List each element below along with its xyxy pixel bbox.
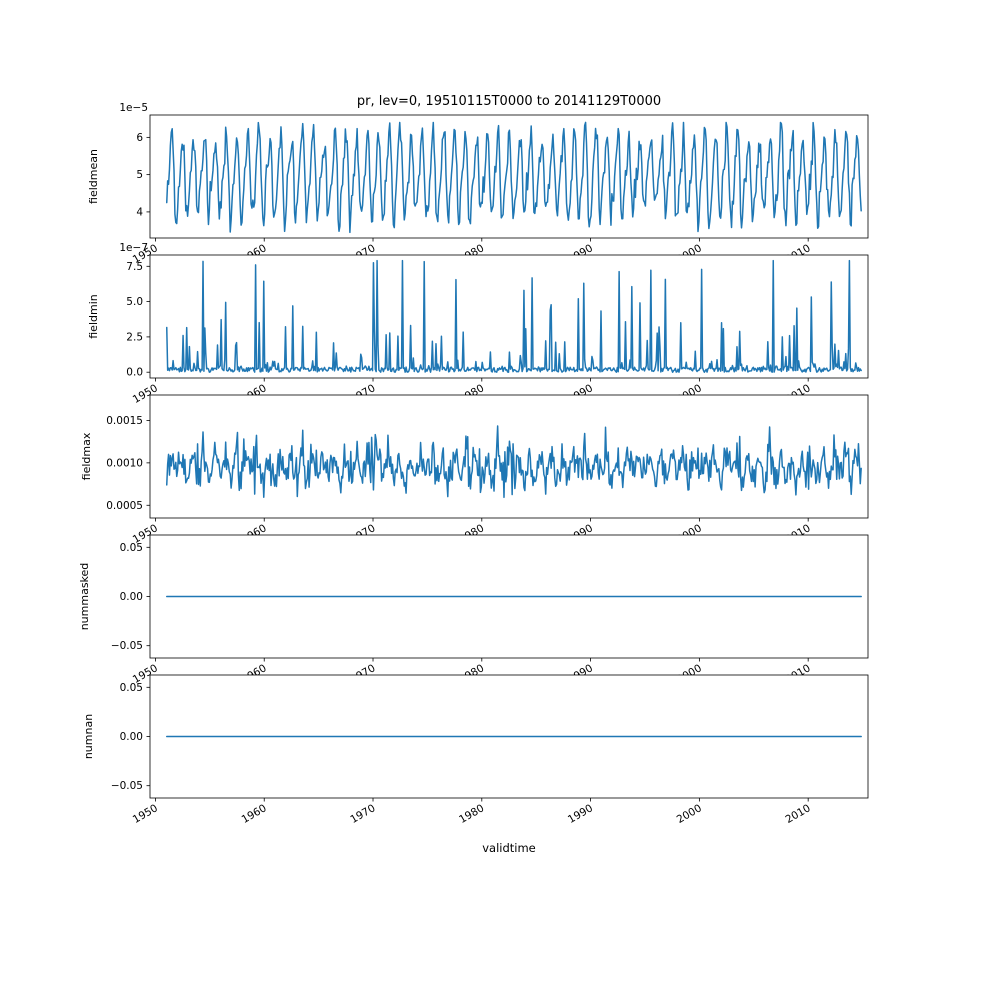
x-tick-label: 2000 — [675, 522, 704, 546]
x-tick-label: 1970 — [348, 242, 377, 266]
y-offset-text: 1e−7 — [119, 242, 148, 254]
x-tick-label: 1990 — [566, 382, 595, 406]
x-tick-label: 1960 — [240, 662, 269, 686]
x-tick-label: 1960 — [240, 522, 269, 546]
y-tick-label: 0.0010 — [106, 457, 143, 469]
y-tick-label: 6 — [136, 132, 143, 144]
x-tick-label: 1980 — [457, 662, 486, 686]
y-tick-label: −0.05 — [111, 780, 143, 792]
y-tick-labels: 4 5 6 — [136, 132, 150, 218]
x-tick-label: 2010 — [784, 662, 813, 686]
x-tick-label: 1950 — [131, 522, 160, 546]
axes-spines — [149, 674, 869, 799]
y-tick-labels: 0.0005 0.0010 0.0015 — [106, 415, 150, 512]
x-tick-label: 2000 — [675, 662, 704, 686]
y-tick-label: 5.0 — [126, 296, 143, 308]
y-tick-label: 0.05 — [120, 542, 143, 554]
x-tick-label: 1990 — [566, 662, 595, 686]
x-tick-label: 1980 — [457, 242, 486, 266]
y-axis-title-fieldmin: fieldmin — [87, 294, 100, 339]
data-line-fieldmean — [166, 121, 862, 234]
axes-background — [150, 255, 868, 378]
x-tick-labels: 1950 1960 1970 1980 1990 2000 2010 — [131, 658, 813, 686]
y-tick-labels: −0.05 0.00 0.05 — [111, 682, 150, 792]
x-tick-label: 2010 — [784, 802, 813, 826]
x-tick-label: 2000 — [675, 242, 704, 266]
x-tick-labels: 1950 1960 1970 1980 1990 2000 2010 — [131, 378, 813, 406]
y-tick-label: 2.5 — [126, 331, 143, 343]
x-tick-labels: 1950 1960 1970 1980 1990 2000 2010 — [131, 238, 813, 266]
x-tick-labels: 1950 1960 1970 1980 1990 2000 2010 — [131, 798, 813, 826]
axes-spines — [149, 534, 869, 659]
x-tick-label: 1950 — [131, 662, 160, 686]
axes-background — [150, 115, 868, 238]
y-tick-label: 0.05 — [120, 682, 143, 694]
y-tick-labels: 0.0 2.5 5.0 7.5 — [126, 261, 150, 379]
axes-background — [150, 675, 868, 798]
axes-background — [150, 535, 868, 658]
y-offset-text: 1e−5 — [119, 102, 148, 114]
x-tick-label: 1980 — [457, 382, 486, 406]
y-tick-label: 0.0015 — [106, 415, 143, 427]
x-tick-label: 1960 — [240, 242, 269, 266]
axes-background — [150, 395, 868, 518]
y-tick-label: 4 — [136, 206, 143, 218]
data-line-fieldmax — [166, 425, 862, 499]
x-tick-label: 1950 — [131, 242, 160, 266]
x-tick-label: 2010 — [784, 382, 813, 406]
chart-title: pr, lev=0, 19510115T0000 to 20141129T000… — [356, 94, 662, 109]
x-axis-label: validtime — [482, 841, 536, 855]
y-tick-labels: −0.05 0.00 0.05 — [111, 542, 150, 652]
y-tick-label: 0.00 — [120, 591, 143, 603]
x-tick-label: 2000 — [675, 382, 704, 406]
x-tick-label: 1960 — [240, 802, 269, 826]
y-tick-label: 7.5 — [126, 261, 143, 273]
y-tick-label: 0.0 — [126, 367, 143, 379]
axes-spines — [149, 254, 869, 379]
x-tick-label: 1980 — [457, 802, 486, 826]
x-tick-label: 1950 — [131, 802, 160, 826]
y-axis-title-fieldmean: fieldmean — [87, 149, 100, 204]
y-tick-label: −0.05 — [111, 640, 143, 652]
x-tick-labels: 1950 1960 1970 1980 1990 2000 2010 — [131, 518, 813, 546]
y-axis-title-nummasked: nummasked — [78, 563, 91, 631]
x-tick-label: 2000 — [675, 802, 704, 826]
y-axis-title-numnan: numnan — [82, 714, 95, 759]
axes-spines — [149, 394, 869, 519]
x-tick-label: 1970 — [348, 522, 377, 546]
x-tick-label: 1970 — [348, 382, 377, 406]
y-axis-title-fieldmax: fieldmax — [80, 432, 93, 480]
x-tick-label: 2010 — [784, 242, 813, 266]
data-line-fieldmin — [166, 259, 862, 373]
x-tick-label: 1970 — [348, 802, 377, 826]
x-tick-label: 1980 — [457, 522, 486, 546]
x-tick-label: 1990 — [566, 522, 595, 546]
x-tick-label: 1970 — [348, 662, 377, 686]
y-tick-label: 5 — [136, 169, 143, 181]
x-tick-label: 1960 — [240, 382, 269, 406]
y-tick-label: 0.00 — [120, 731, 143, 743]
axes-spines — [149, 114, 869, 239]
x-tick-label: 1990 — [566, 242, 595, 266]
x-tick-label: 1950 — [131, 382, 160, 406]
x-tick-label: 2010 — [784, 522, 813, 546]
x-tick-label: 1990 — [566, 802, 595, 826]
y-tick-label: 0.0005 — [106, 500, 143, 512]
